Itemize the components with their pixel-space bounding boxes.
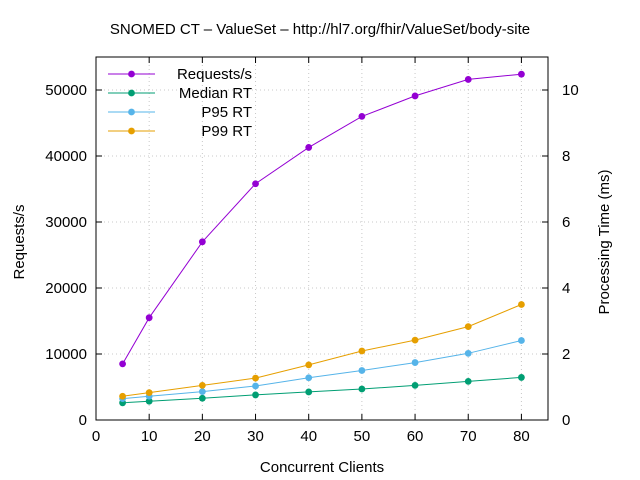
data-point-p95-rt [305, 374, 313, 382]
legend-marker-requests-s [128, 70, 135, 78]
data-point-p99-rt [305, 361, 313, 369]
data-point-p95-rt [198, 388, 206, 396]
data-point-p99-rt [145, 389, 153, 397]
series-line-p99-rt [122, 304, 522, 397]
data-point-p99-rt [518, 301, 525, 308]
data-point-p99-rt [358, 347, 366, 355]
data-point-requests-s [198, 238, 206, 246]
x-tick-label: 50 [354, 428, 371, 445]
data-point-p99-rt [464, 323, 472, 331]
data-point-median-rt [518, 374, 525, 381]
y-tick-label: 40000 [45, 148, 87, 165]
data-point-median-rt [145, 397, 153, 405]
legend-label-requests-s: Requests/s [177, 66, 252, 83]
x-tick-label: 20 [194, 428, 211, 445]
legend-label-median-rt: Median RT [179, 85, 252, 102]
legend-label-p99-rt: P99 RT [201, 123, 252, 140]
grid-layer [96, 57, 548, 420]
y-tick-label: 50000 [45, 82, 87, 99]
x-axis-label: Concurrent Clients [260, 459, 384, 476]
y2-tick-label: 8 [562, 148, 570, 165]
data-point-requests-s [411, 92, 419, 100]
chart-title: SNOMED CT – ValueSet – http://hl7.org/fh… [110, 21, 530, 38]
legend: Requests/s Median RT P95 RT P99 RT [108, 66, 252, 140]
data-point-p99-rt [198, 381, 206, 389]
data-point-p95-rt [411, 359, 419, 366]
axes-layer: 0 10 20 30 40 50 60 70 8001000020000300004000050… [45, 56, 579, 445]
y-axis-label: Requests/s [11, 204, 28, 279]
y-tick-label: 0 [79, 412, 87, 429]
data-point-requests-s [145, 314, 153, 322]
y2-tick-label: 4 [562, 280, 570, 297]
y2-tick-label: 6 [562, 214, 570, 231]
data-point-requests-s [119, 360, 126, 368]
x-tick-label: 30 [247, 428, 264, 445]
data-point-p95-rt [518, 337, 525, 344]
x-tick-label: 40 [300, 428, 317, 445]
data-point-requests-s [305, 144, 313, 151]
data-point-p95-rt [252, 382, 259, 390]
data-point-median-rt [305, 388, 313, 396]
plot-frame [95, 56, 549, 421]
y-tick-label: 30000 [45, 214, 87, 231]
y2-tick-label: 0 [562, 412, 570, 429]
data-point-p99-rt [252, 374, 259, 382]
x-tick-label: 10 [141, 428, 158, 445]
data-point-p99-rt [411, 336, 419, 344]
y-tick-label: 20000 [45, 280, 87, 297]
series-line-p95-rt [122, 340, 522, 400]
data-point-median-rt [252, 391, 259, 399]
data-point-requests-s [252, 180, 259, 188]
data-point-median-rt [464, 377, 472, 385]
data-point-median-rt [198, 394, 206, 402]
legend-marker-median-rt [128, 89, 135, 97]
legend-marker-p95-rt [128, 108, 135, 116]
x-tick-label: 0 [92, 428, 100, 445]
series-line-median-rt [122, 376, 522, 404]
data-point-p95-rt [464, 349, 472, 357]
data-point-requests-s [464, 76, 472, 83]
data-point-p95-rt [358, 367, 366, 374]
y2-tick-label: 10 [562, 82, 579, 99]
series-layer [119, 70, 525, 407]
y-tick-label: 10000 [45, 346, 87, 363]
y2-tick-label: 2 [562, 346, 570, 363]
legend-label-p95-rt: P95 RT [201, 104, 252, 121]
data-point-median-rt [411, 381, 419, 389]
x-tick-label: 60 [407, 428, 424, 445]
x-tick-label: 70 [460, 428, 477, 445]
y2-axis-label: Processing Time (ms) [596, 169, 613, 314]
data-point-p99-rt [119, 392, 126, 400]
data-point-requests-s [518, 70, 525, 78]
x-tick-label: 80 [513, 428, 530, 445]
series-line-requests-s [122, 73, 522, 365]
data-point-median-rt [358, 385, 366, 393]
legend-marker-p99-rt [128, 127, 135, 135]
data-point-requests-s [358, 113, 366, 120]
